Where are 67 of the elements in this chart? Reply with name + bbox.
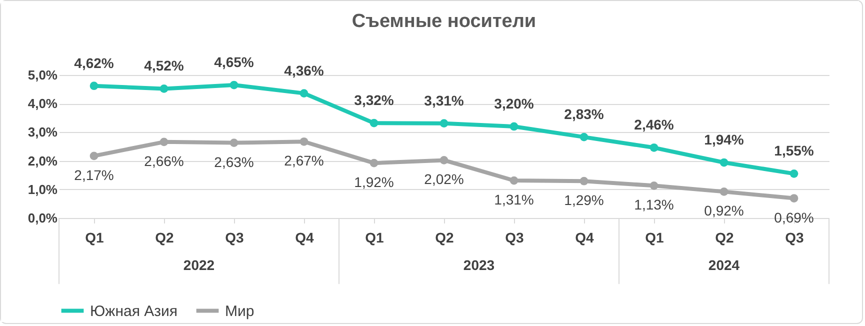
text: 2024 <box>708 257 740 273</box>
data-label: 4,65% <box>214 54 254 70</box>
point <box>90 152 98 160</box>
data-label: 2,83% <box>564 106 604 122</box>
data-label: 1,31% <box>494 192 534 208</box>
x-tick-label: Q1 <box>85 230 104 246</box>
chart-title: Съемные носители <box>352 11 536 32</box>
x-tick-label: Q2 <box>435 230 454 246</box>
data-label: 0,69% <box>774 209 814 226</box>
point <box>650 182 658 190</box>
y-tick-label: 3,0% <box>28 124 58 140</box>
data-label: 1,94% <box>704 132 744 148</box>
text: 2022 <box>183 257 215 273</box>
point <box>440 119 448 128</box>
point <box>720 158 728 167</box>
point <box>510 122 518 131</box>
point <box>230 80 238 90</box>
point <box>440 156 448 164</box>
data-label: 2,66% <box>144 152 184 169</box>
data-label: 2,02% <box>424 171 464 188</box>
x-tick-label: Q4 <box>295 230 314 246</box>
point <box>720 188 728 196</box>
x-tick-label: Q3 <box>505 230 524 246</box>
point <box>160 84 168 93</box>
point <box>580 176 588 186</box>
data-label: 2,17% <box>74 166 114 183</box>
data-label: 3,20% <box>494 95 534 112</box>
data-label: 4,62% <box>74 54 114 71</box>
point <box>650 143 658 152</box>
point <box>160 138 168 146</box>
text: 2023 <box>463 257 495 273</box>
data-label: 2,46% <box>634 116 674 133</box>
y-tick-label: 2,0% <box>28 153 58 168</box>
legend-label: Мир <box>225 302 254 320</box>
data-label: 2,67% <box>284 152 324 169</box>
data-label: 1,92% <box>354 174 394 190</box>
point <box>790 169 798 178</box>
x-tick-label: Q1 <box>365 230 384 246</box>
point <box>580 132 588 142</box>
x-tick-label: Q3 <box>225 230 244 246</box>
point <box>790 194 798 202</box>
legend-label: Южная Азия <box>90 302 178 320</box>
data-label: 1,29% <box>564 192 604 208</box>
point <box>370 158 378 168</box>
point <box>300 89 308 98</box>
point <box>300 137 308 146</box>
data-label: 1,13% <box>634 196 674 213</box>
x-tick-label: Q2 <box>715 230 734 246</box>
point <box>230 138 238 147</box>
data-label: 3,32% <box>354 92 394 108</box>
data-label: 0,92% <box>704 202 744 219</box>
point <box>510 176 518 185</box>
y-tick-label: 1,0% <box>28 182 58 197</box>
data-label: 1,55% <box>774 142 814 159</box>
data-label: 4,52% <box>144 58 184 74</box>
point <box>90 82 98 90</box>
x-tick-label: Q3 <box>785 230 804 246</box>
data-label: 4,36% <box>284 62 324 78</box>
point <box>370 118 378 128</box>
x-tick-label: Q4 <box>575 230 594 246</box>
data-label: 3,31% <box>424 92 464 108</box>
x-tick-label: Q1 <box>645 230 664 246</box>
y-tick-label: 0,0% <box>28 210 58 226</box>
y-tick-label: 5,0% <box>28 68 58 82</box>
y-tick-label: 4,0% <box>28 96 58 112</box>
data-label: 2,63% <box>214 154 254 170</box>
x-tick-label: Q2 <box>155 230 174 246</box>
